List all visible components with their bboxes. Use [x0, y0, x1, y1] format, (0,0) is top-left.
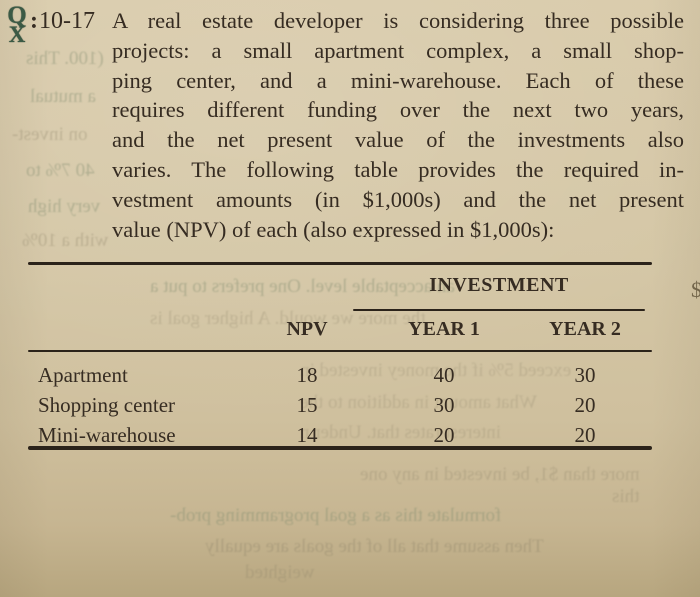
paragraph-line: varies. The following table provides the… — [112, 156, 684, 182]
paragraph-line: and the net present value of the investm… — [112, 127, 684, 153]
icon-letter-q: Q — [7, 2, 27, 29]
row-label: Apartment — [38, 363, 128, 387]
paragraph-line: vestment amounts (in $1,000s) and the ne… — [112, 186, 684, 212]
problem-number-prefix: : — [30, 8, 39, 34]
row-label: Shopping center — [38, 393, 176, 417]
paragraph-line: requires different funding over the next… — [112, 97, 684, 123]
bleedthrough-text: formulate this as a goal programming pro… — [170, 505, 502, 526]
bleedthrough-text: with a 10% — [22, 230, 109, 251]
column-header-year2: YEAR 2 — [549, 318, 621, 340]
bleedthrough-text: 40 7% to — [26, 160, 95, 181]
paragraph-line: A real estate developer is considering t… — [112, 8, 684, 33]
cell-year2: 20 — [574, 393, 596, 417]
qm-software-icon: Q X — [2, 3, 32, 51]
page-edge-fragment: $ — [691, 277, 700, 302]
row-label: Mini-warehouse — [38, 423, 176, 447]
problem-paragraph: A real estate developer is considering t… — [112, 6, 684, 244]
paragraph-line: ping center, and a mini-warehouse. Each … — [112, 67, 684, 93]
bleedthrough-text: a mutual — [30, 86, 96, 107]
icon-letter-x: X — [8, 22, 26, 47]
cell-year1: 40 — [433, 363, 455, 387]
bleedthrough-text: on invest- — [12, 124, 88, 145]
problem-number: 10-17 — [39, 8, 95, 34]
problem-header: :10-17 — [30, 8, 95, 35]
cell-npv: 15 — [296, 393, 318, 417]
bleedthrough-text: more than $1, be invested in any one — [360, 464, 640, 485]
bleedthrough-text: weighted — [245, 562, 315, 583]
bleedthrough-text: very high — [28, 196, 101, 217]
cell-npv: 14 — [296, 423, 318, 447]
cell-year2: 30 — [574, 363, 596, 387]
table-rule-spanner — [353, 309, 645, 311]
bleedthrough-text: (100. This — [26, 48, 104, 69]
table-rule-header — [28, 350, 652, 352]
cell-npv: 18 — [296, 363, 318, 387]
bleedthrough-text: Then assume that all of the goals are eq… — [205, 536, 544, 557]
table-rule-top — [28, 262, 652, 265]
table-rule-bottom — [28, 446, 652, 450]
table-row: Shopping center 15 30 20 — [0, 390, 700, 420]
column-header-npv: NPV — [286, 318, 328, 340]
paragraph-line: value (NPV) of each (also expressed in $… — [112, 216, 555, 242]
cell-year1: 30 — [433, 393, 455, 417]
cell-year1: 20 — [433, 423, 455, 447]
table-row: Mini-warehouse 14 20 20 — [0, 420, 700, 450]
paragraph-line: projects: a small apartment complex, a s… — [112, 37, 684, 63]
table-spanner-label: INVESTMENT — [429, 274, 569, 296]
table-row: Apartment 18 40 30 — [0, 360, 700, 390]
bleedthrough-text: this — [612, 486, 640, 507]
column-header-year1: YEAR 1 — [408, 318, 480, 340]
cell-year2: 20 — [574, 423, 596, 447]
